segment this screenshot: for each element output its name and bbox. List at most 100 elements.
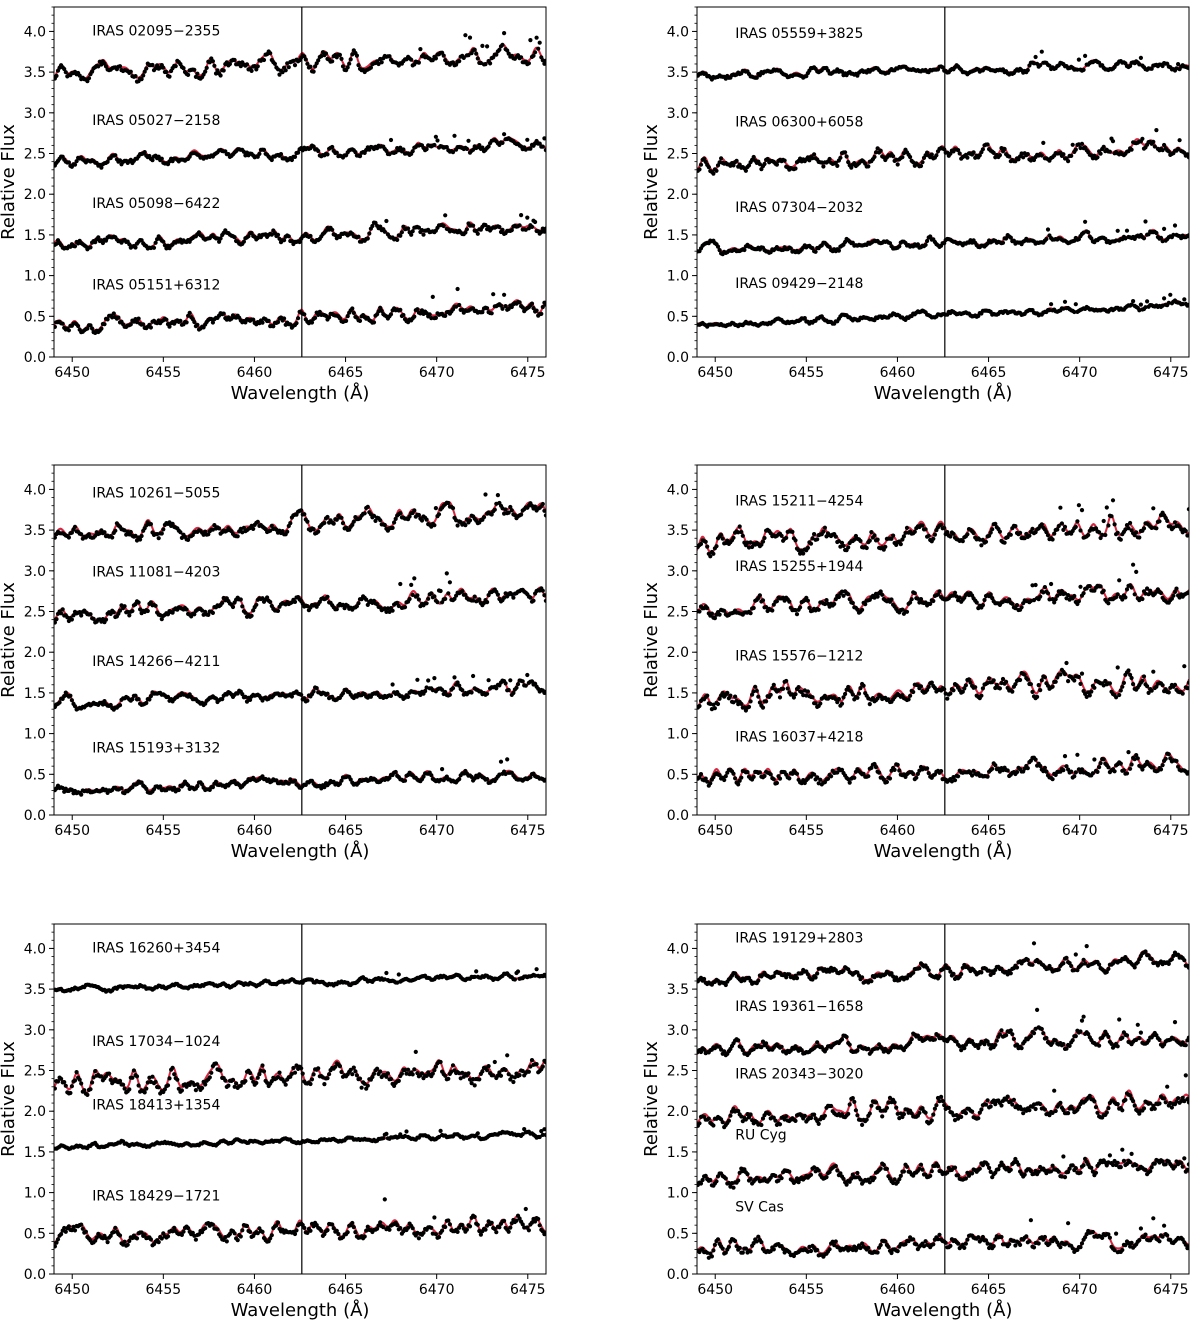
observed-point (457, 683, 462, 688)
x-tick-label: 6455 (789, 365, 825, 381)
observed-point (1186, 66, 1189, 71)
observed-point (316, 58, 321, 63)
observed-point (313, 64, 318, 69)
observed-point (413, 690, 418, 695)
observed-point (285, 529, 290, 534)
observed-point (1045, 533, 1051, 538)
observed-point (1052, 531, 1057, 536)
observed-point (217, 239, 222, 244)
y-axis-label: Relative Flux (641, 124, 662, 240)
observed-point (406, 226, 411, 231)
observed-point (158, 784, 163, 789)
observed-point (1140, 136, 1145, 141)
series-label: IRAS 05098−6422 (92, 196, 220, 212)
observed-point (869, 530, 874, 535)
observed-point (802, 316, 807, 321)
series-1 (697, 498, 1189, 559)
observed-point (344, 318, 349, 323)
observed-point (66, 160, 71, 165)
x-axis-label: Wavelength (Å) (874, 382, 1013, 404)
observed-point (334, 517, 339, 522)
observed-point (904, 609, 910, 614)
observed-point (144, 66, 149, 71)
observed-point (875, 594, 880, 599)
observed-point (441, 53, 446, 58)
axes-frame (53, 6, 547, 358)
observed-point (266, 318, 271, 323)
observed-point (283, 68, 288, 73)
observed-point (1098, 535, 1103, 541)
observed-point (69, 617, 74, 622)
observed-point (506, 51, 511, 56)
observed-point (698, 541, 704, 547)
observed-point (498, 303, 504, 308)
observed-point (833, 534, 838, 539)
observed-point (409, 582, 414, 588)
observed-point (206, 612, 211, 618)
observed-point (974, 600, 979, 605)
observed-point (793, 692, 798, 697)
observed-point (122, 604, 127, 609)
observed-point (286, 234, 291, 239)
observed-point (72, 524, 78, 530)
observed-point (426, 678, 431, 683)
y-tick-label: 3.0 (667, 106, 689, 122)
observed-point (130, 608, 135, 614)
observed-point (781, 686, 786, 691)
observed-point (523, 683, 528, 688)
observed-point (805, 689, 811, 694)
observed-point (697, 703, 702, 709)
observed-point (99, 165, 104, 170)
observed-point (1124, 587, 1130, 592)
observed-point (148, 522, 153, 527)
observed-point (176, 787, 181, 793)
observed-point (66, 535, 71, 540)
observed-point (528, 595, 533, 600)
observed-point (748, 611, 753, 616)
observed-point (962, 686, 967, 691)
observed-point (407, 596, 412, 602)
observed-point (463, 592, 468, 597)
observed-point (793, 166, 798, 171)
observed-point (111, 311, 116, 316)
observed-point (292, 154, 298, 159)
observed-point (742, 247, 747, 253)
observed-point (1049, 581, 1054, 587)
observed-point (416, 60, 421, 65)
observed-point (148, 694, 153, 699)
observed-point (398, 145, 403, 150)
observed-point (452, 596, 457, 602)
observed-point (409, 57, 414, 62)
observed-point (812, 152, 817, 157)
observed-point (357, 318, 363, 323)
observed-point (268, 599, 273, 605)
observed-point (540, 226, 545, 231)
observed-point (1010, 601, 1015, 606)
observed-point (409, 232, 414, 237)
observed-point (481, 515, 487, 520)
observed-point (416, 225, 421, 230)
observed-point (980, 686, 986, 691)
observed-point (433, 134, 438, 139)
observed-point (110, 535, 115, 540)
observed-point (1058, 505, 1063, 510)
observed-point (928, 601, 933, 607)
observed-point (514, 685, 519, 690)
observed-point (238, 597, 243, 602)
observed-point (192, 67, 197, 72)
observed-point (1129, 147, 1134, 152)
x-tick-label: 6450 (697, 365, 733, 381)
observed-point (1115, 530, 1120, 535)
observed-point (483, 222, 488, 228)
observed-point (926, 684, 931, 690)
observed-point (1025, 68, 1030, 73)
observed-point (534, 35, 539, 40)
observed-point (1089, 236, 1094, 241)
observed-point (812, 532, 817, 537)
series-label: IRAS 11081−4203 (92, 565, 220, 581)
observed-point (297, 239, 302, 245)
observed-point (444, 145, 449, 150)
observed-point (378, 518, 383, 523)
observed-point (861, 683, 866, 688)
